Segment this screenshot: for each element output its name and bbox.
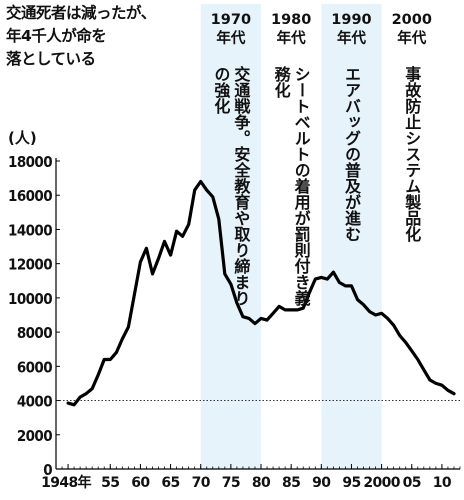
- y-tick-label-1: 16000: [8, 187, 52, 205]
- x-tick-label-9: 95: [342, 475, 360, 491]
- x-tick-label-5: 75: [222, 475, 240, 491]
- y-tick-label-7: 4000: [17, 393, 52, 411]
- y-tick-label-0: 18000: [8, 153, 52, 171]
- y-tick-label-5: 8000: [17, 324, 52, 342]
- period-label-3-1: 年代: [397, 29, 426, 47]
- period-label-2-1: 年代: [337, 29, 366, 47]
- period-label-1-1: 年代: [277, 29, 306, 47]
- x-tick-label-3: 65: [161, 475, 179, 491]
- period-shades: [200, 4, 382, 469]
- series-line-group: [66, 179, 456, 407]
- period-shade-2: [321, 4, 382, 469]
- x-tick-label-12: 10: [433, 475, 452, 491]
- period-label-0-1: 年代: [216, 29, 245, 47]
- period-note-1-1: 務化: [272, 65, 291, 98]
- period-label-2-0: 1990: [331, 12, 371, 28]
- period-note-0-1: の強化: [211, 66, 230, 114]
- tick-labels: 18000 16000 14000 12000 10000 8000 6000 4000 200…: [8, 129, 453, 491]
- period-note-3-0: 事故防止システム製品化: [402, 66, 422, 242]
- period-label-1-0: 1980: [271, 12, 311, 28]
- period-note-2-0: エアバッグの普及が進む: [342, 66, 361, 242]
- y-tick-label-4: 10000: [8, 290, 52, 308]
- series-line-0: [66, 179, 456, 407]
- y-tick-label-6: 6000: [17, 358, 52, 376]
- y-unit-label: (人): [8, 129, 37, 147]
- period-label-3-0: 2000: [392, 12, 432, 28]
- y-tick-label-2: 14000: [8, 221, 52, 239]
- period-shade-0: [200, 4, 262, 469]
- axes: [55, 158, 460, 470]
- x-tick-label-7: 85: [282, 475, 300, 491]
- x-tick-label-4: 70: [192, 475, 211, 491]
- chart-title-line-3: 落としている: [6, 50, 96, 68]
- x-tick-label-0: 1948年: [41, 474, 92, 491]
- y-tick-label-9: 0: [43, 461, 52, 479]
- x-tick-label-10: 2000: [363, 475, 400, 491]
- y-tick-label-3: 12000: [8, 256, 52, 274]
- x-tick-label-6: 80: [252, 475, 271, 491]
- period-labels: 1970年代交通戦争。安全教育や取り締まりの強化1980年代シートベルトの着用が…: [211, 12, 432, 307]
- period-label-0-0: 1970: [211, 12, 251, 28]
- x-tick-label-1: 55: [101, 475, 119, 491]
- y-tick-label-8: 2000: [17, 427, 52, 445]
- x-tick-label-8: 90: [312, 475, 331, 491]
- x-tick-label-11: 05: [403, 475, 421, 491]
- chart-title-line-2: 年4千人が命を: [6, 27, 107, 45]
- x-tick-label-2: 60: [131, 475, 150, 491]
- period-note-0-0: 交通戦争。安全教育や取り締まり: [231, 65, 251, 306]
- chart-title-line-1: 交通死者は減ったが、: [6, 4, 156, 22]
- period-note-1-0: シートベルトの着用が罰則付き義: [292, 66, 312, 307]
